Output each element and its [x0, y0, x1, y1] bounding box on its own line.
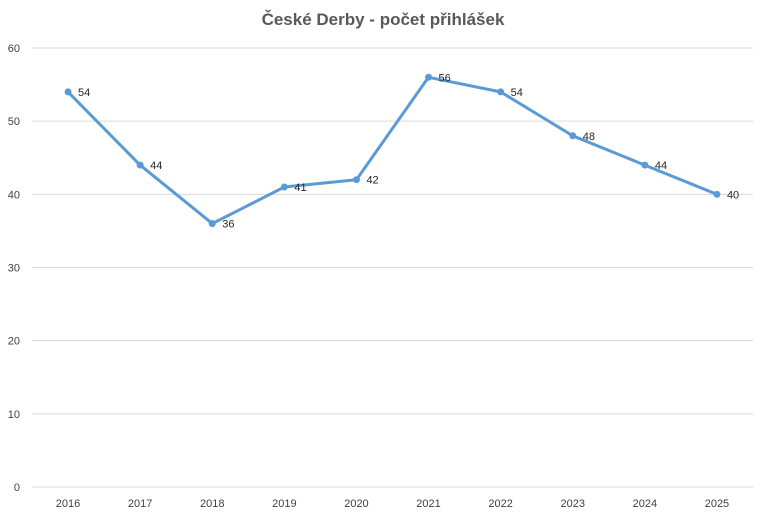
- data-point-2016: [64, 88, 72, 96]
- x-tick-label-2023: 2023: [561, 498, 585, 510]
- x-tick-label-2016: 2016: [56, 498, 80, 510]
- x-tick-label-2022: 2022: [488, 498, 512, 510]
- data-label-2016: 54: [78, 87, 90, 99]
- data-label-2024: 44: [655, 160, 667, 172]
- y-tick-label-40: 40: [8, 189, 20, 201]
- series-line-0: [66, 75, 719, 226]
- points-layer: [64, 73, 721, 228]
- data-point-2025: [713, 190, 721, 198]
- x-axis-ticks: 2016 2017 2018 2019 2020 2021 2022 2023 2024 2025: [56, 498, 729, 510]
- data-label-2017: 44: [150, 160, 162, 172]
- data-point-2020: [352, 176, 360, 184]
- data-label-2020: 42: [366, 175, 378, 187]
- data-label-2023: 48: [583, 131, 595, 143]
- data-label-2022: 54: [511, 87, 523, 99]
- y-tick-label-50: 50: [8, 116, 20, 128]
- x-tick-label-2019: 2019: [272, 498, 296, 510]
- grid-layer: [32, 47, 753, 488]
- data-label-2021: 56: [439, 72, 451, 84]
- data-label-2018: 36: [222, 219, 234, 231]
- x-tick-label-2021: 2021: [416, 498, 440, 510]
- y-tick-label-30: 30: [8, 263, 20, 275]
- x-tick-label-2018: 2018: [200, 498, 224, 510]
- y-tick-label-0: 0: [14, 482, 20, 494]
- y-axis-ticks: 0 10 20 30 40 50 60: [8, 43, 20, 494]
- data-label-2019: 41: [294, 182, 306, 194]
- data-label-2025: 40: [727, 189, 739, 201]
- y-tick-label-20: 20: [8, 336, 20, 348]
- data-point-2024: [641, 161, 649, 169]
- data-labels-layer: 54 44 36 41 42 56 54 48 44 40: [78, 72, 739, 230]
- x-tick-label-2025: 2025: [705, 498, 729, 510]
- series-layer: [66, 75, 719, 226]
- data-point-2017: [136, 161, 144, 169]
- x-tick-label-2024: 2024: [633, 498, 657, 510]
- data-point-2019: [280, 183, 288, 191]
- data-point-2021: [425, 73, 433, 81]
- y-tick-label-60: 60: [8, 43, 20, 55]
- x-tick-label-2020: 2020: [344, 498, 368, 510]
- data-point-2018: [208, 220, 216, 228]
- chart-title: České Derby - počet přihlášek: [261, 10, 505, 29]
- x-tick-label-2017: 2017: [128, 498, 152, 510]
- data-point-2023: [569, 132, 577, 140]
- y-tick-label-10: 10: [8, 409, 20, 421]
- data-point-2022: [497, 88, 505, 96]
